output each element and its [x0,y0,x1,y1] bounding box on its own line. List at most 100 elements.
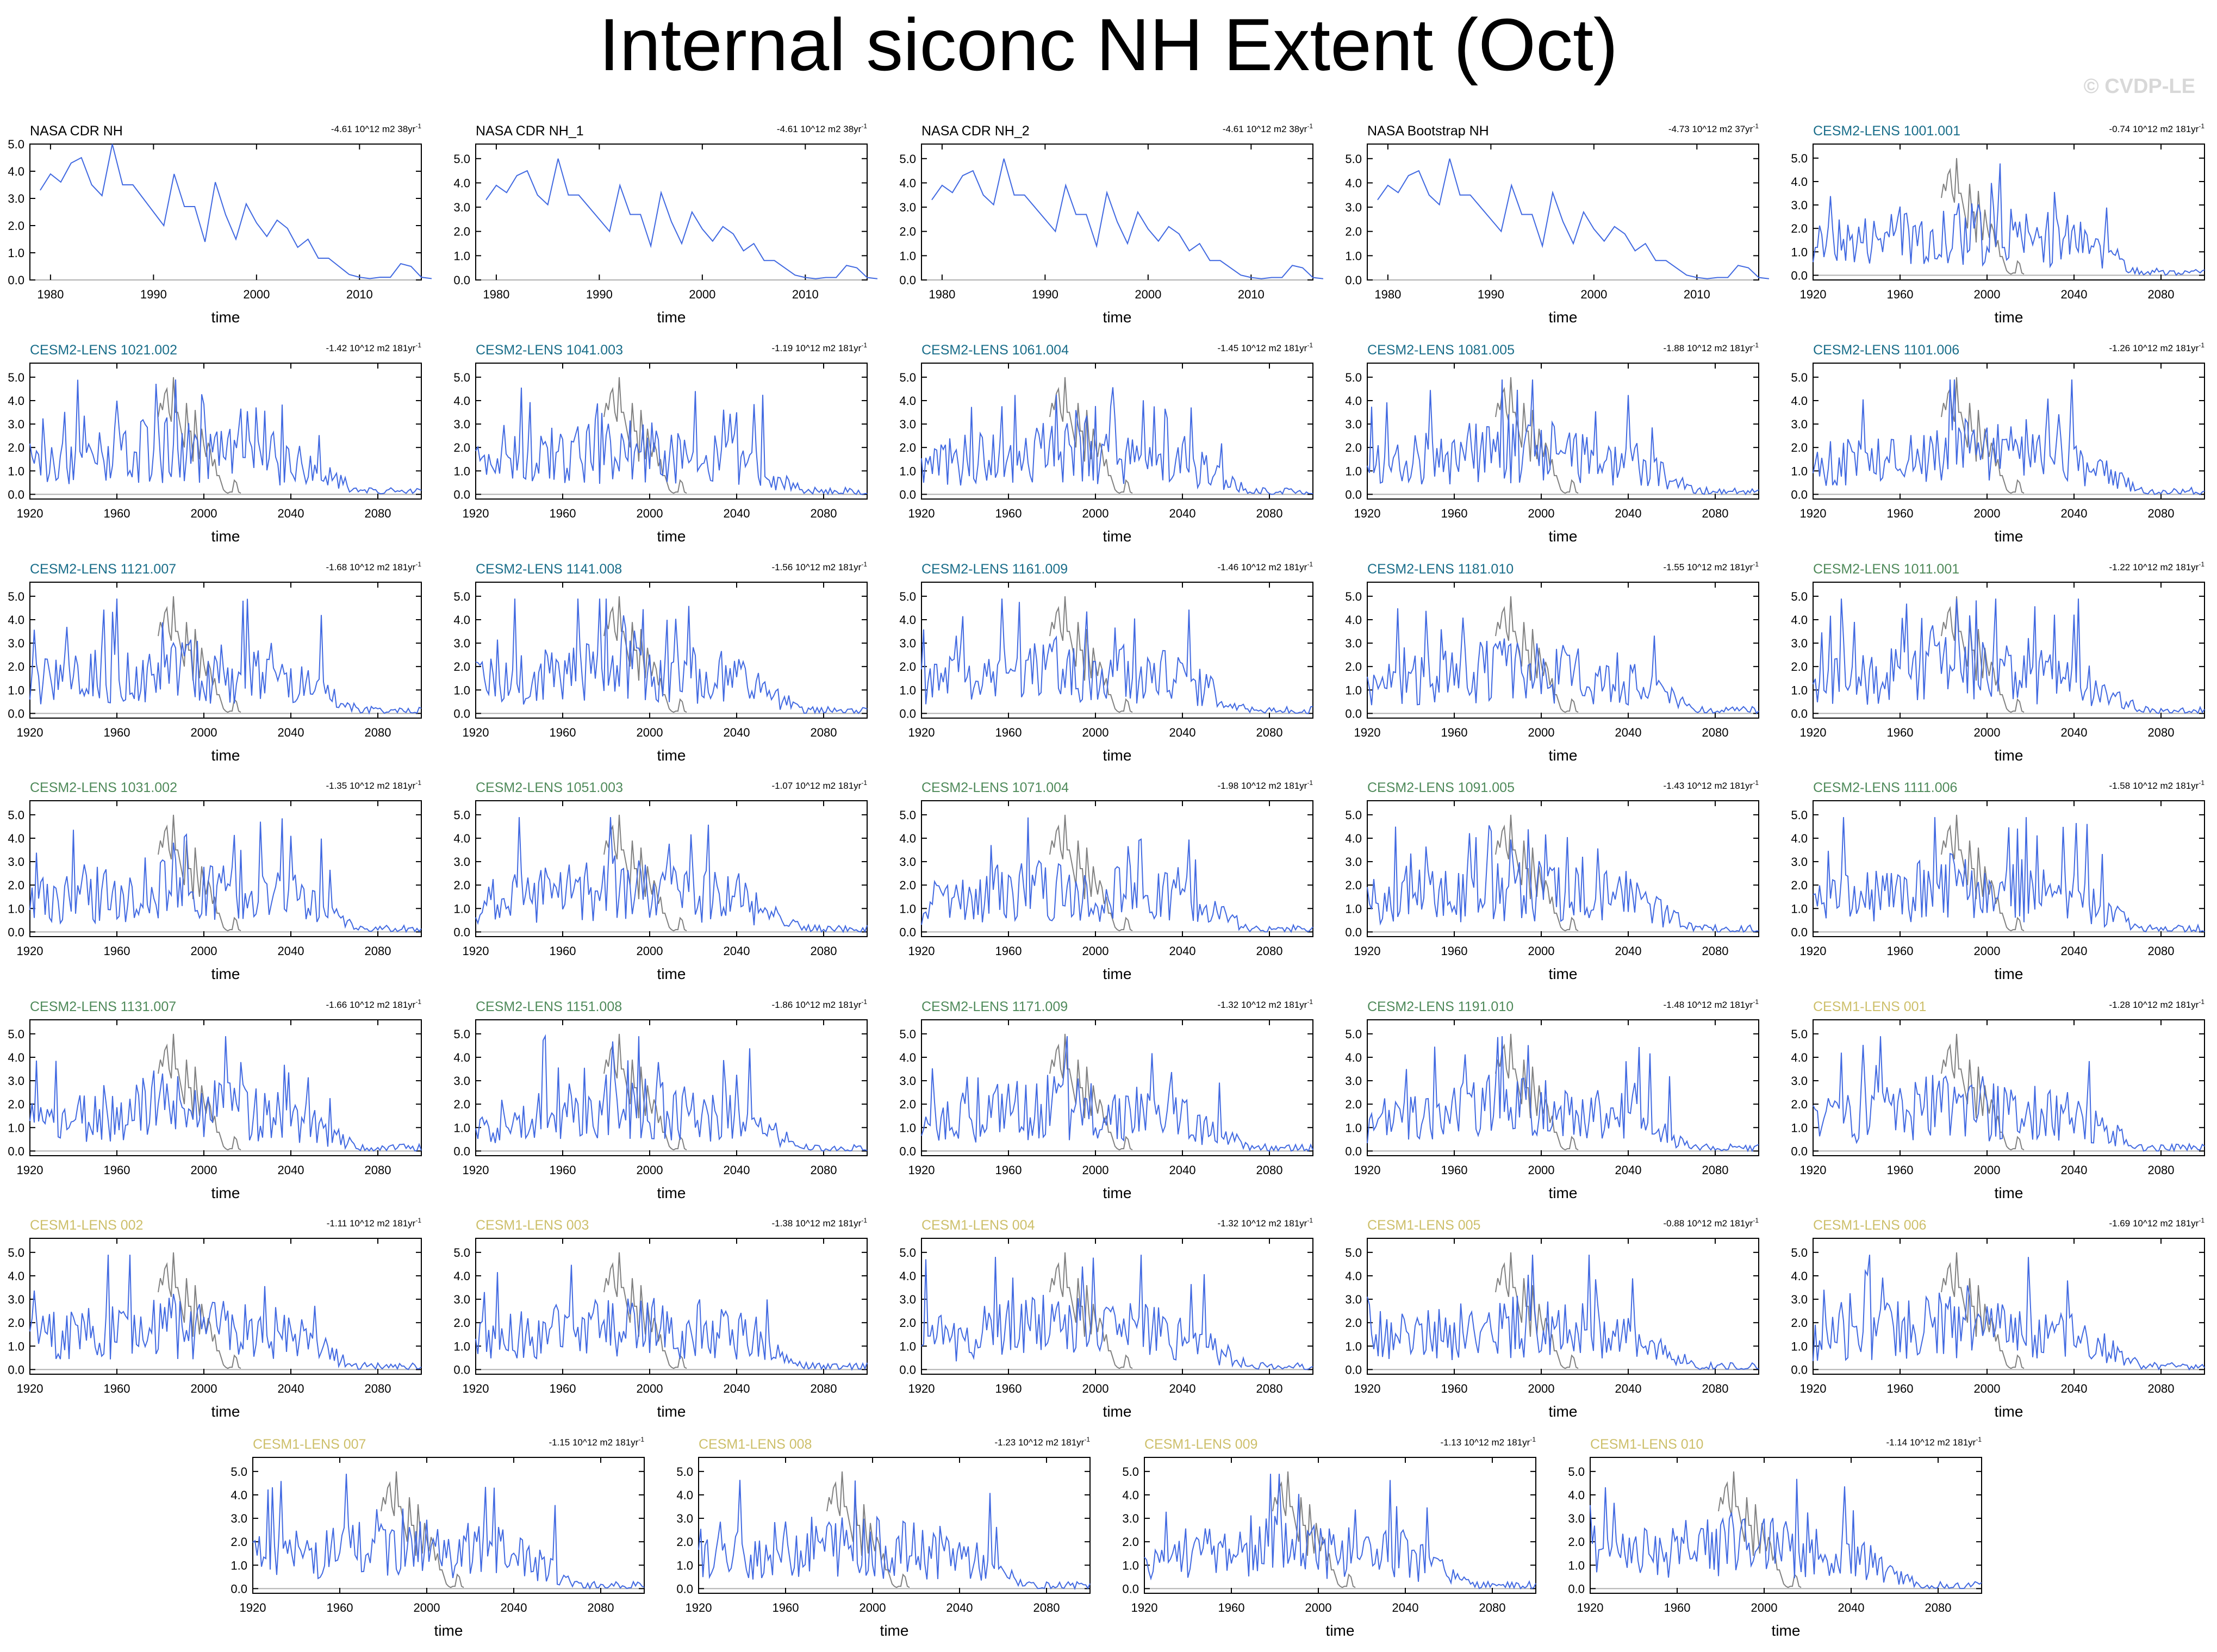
chart-panel: 0.0 1.0 2.0 3.0 4.0 5.0 1920 1960 2000 2040 2080 ti… [1791,998,2205,1201]
obs-overlay-line [1941,1033,2025,1151]
y-tick-label: 3.0 [8,417,24,431]
plot-frame [1813,144,2205,280]
x-tick-label: 2000 [1082,1163,1109,1177]
y-tick-label: 5.0 [8,590,24,603]
plot-frame [1367,363,1759,500]
trend-superscript: -1 [1530,1436,1536,1443]
y-tick-label: 2.0 [899,441,916,454]
x-axis-label: time [1103,309,1132,326]
y-tick-label: 4.0 [1345,832,1362,845]
x-tick-label: 1980 [929,288,955,301]
x-tick-label: 2080 [365,507,391,520]
x-tick-label: 2040 [1615,1382,1642,1395]
y-tick-label: 3.0 [1791,198,1808,212]
x-tick-label: 2010 [792,288,819,301]
y-tick-label: 5.0 [1345,152,1362,166]
x-tick-label: 2080 [2148,507,2175,520]
y-tick-label: 2.0 [8,219,24,233]
y-tick-label: 4.0 [899,1051,916,1064]
x-tick-label: 1920 [463,507,489,520]
x-tick-label: 2080 [1256,507,1283,520]
trend-superscript: -1 [2199,122,2204,130]
x-tick-label: 2080 [365,1382,391,1395]
y-tick-label: 5.0 [676,1465,693,1479]
trend-label: -1.26 10^12 m2 181yr-1 [2109,341,2204,353]
panel-title: CESM2-LENS 1171.009 [921,999,1068,1014]
x-tick-label: 1920 [17,507,43,520]
y-tick-label: 5.0 [1791,371,1808,384]
panel-title: CESM2-LENS 1151.008 [476,999,622,1014]
obs-overlay-line [1941,158,2025,275]
plot-frame [921,363,1313,500]
x-axis-label: time [1995,309,2023,326]
trend-label: -1.15 10^12 m2 181yr-1 [549,1436,644,1448]
y-tick-label: 3.0 [1345,417,1362,431]
x-tick-label: 1920 [908,1163,935,1177]
series-line [29,1255,422,1370]
panel-title: CESM2-LENS 1111.006 [1813,780,1957,795]
y-tick-label: 0.0 [899,488,916,501]
x-tick-label: 2000 [191,944,217,958]
panel-title: CESM1-LENS 002 [30,1218,143,1233]
obs-overlay-line [1495,596,1579,713]
x-tick-label: 1990 [140,288,167,301]
x-tick-label: 1990 [586,288,613,301]
plot-frame [475,582,868,719]
x-tick-label: 2000 [1082,1382,1109,1395]
chart-panel: 0.0 1.0 2.0 3.0 4.0 5.0 1920 1960 2000 2040 2080 ti… [1791,1217,2205,1420]
trend-label: -1.35 10^12 m2 181yr-1 [326,779,421,791]
x-tick-label: 2080 [365,726,391,739]
x-tick-label: 2040 [2061,288,2088,301]
y-tick-label: 3.0 [1568,1512,1585,1525]
x-tick-label: 2080 [1256,1382,1283,1395]
y-tick-label: 5.0 [1345,371,1362,384]
y-tick-label: 0.0 [1791,1363,1808,1376]
y-tick-label: 0.0 [1568,1582,1585,1595]
plot-frame [1367,800,1759,937]
chart-panel: 0.0 1.0 2.0 3.0 4.0 5.0 1920 1960 2000 2040 2080 ti… [1345,779,1759,982]
panel-title: CESM2-LENS 1101.006 [1813,342,1959,358]
plot-frame [1813,1238,2205,1375]
panel-title: CESM1-LENS 003 [476,1218,589,1233]
trend-label: -1.68 10^12 m2 181yr-1 [326,560,421,572]
y-tick-label: 0.0 [453,925,470,939]
x-tick-label: 1920 [1354,507,1381,520]
panel-title: CESM2-LENS 1161.009 [921,562,1068,577]
plot-frame [1367,1019,1759,1156]
x-tick-label: 2040 [724,1163,750,1177]
y-tick-label: 1.0 [1345,1339,1362,1353]
x-tick-label: 1960 [104,507,130,520]
chart-panel: 0.0 1.0 2.0 3.0 4.0 5.0 1920 1960 2000 2040 2080 ti… [8,1217,422,1420]
chart-panel: 0.0 1.0 2.0 3.0 4.0 5.0 1920 1960 2000 2040 2080 ti… [453,560,868,764]
trend-label: -1.55 10^12 m2 181yr-1 [1663,560,1759,572]
x-axis-label: time [1326,1622,1355,1639]
x-tick-label: 1920 [240,1601,266,1614]
y-tick-label: 2.0 [899,225,916,239]
y-tick-label: 2.0 [453,660,470,674]
trend-superscript: -1 [1753,341,1759,349]
y-tick-label: 4.0 [453,1051,470,1064]
x-tick-label: 2000 [1528,1163,1555,1177]
chart-panel: 0.0 1.0 2.0 3.0 4.0 5.0 1980 1990 2000 2010 time NA… [1345,122,1770,326]
obs-overlay-line [1049,377,1133,494]
x-tick-label: 1960 [773,1601,799,1614]
x-tick-label: 2040 [278,1163,304,1177]
x-tick-label: 2000 [191,1163,217,1177]
x-tick-label: 1960 [995,944,1022,958]
series-line [1144,1474,1536,1590]
x-axis-label: time [1103,528,1132,545]
panel-title: CESM2-LENS 1181.010 [1367,562,1514,577]
y-tick-label: 5.0 [453,1246,470,1260]
x-axis-label: time [211,1403,240,1420]
trend-superscript: -1 [1753,560,1759,568]
series-line [1813,379,2205,495]
x-tick-label: 2080 [2148,288,2175,301]
chart-panel: 0.0 1.0 2.0 3.0 4.0 5.0 1920 1960 2000 2040 2080 ti… [8,779,422,982]
panel-title: CESM1-LENS 007 [253,1437,366,1452]
x-tick-label: 2000 [191,726,217,739]
y-tick-label: 5.0 [1345,1027,1362,1041]
y-tick-label: 0.0 [453,488,470,501]
x-tick-label: 1960 [1218,1601,1245,1614]
y-tick-label: 0.0 [1345,273,1362,287]
panel-title: CESM2-LENS 1011.001 [1813,562,1959,577]
